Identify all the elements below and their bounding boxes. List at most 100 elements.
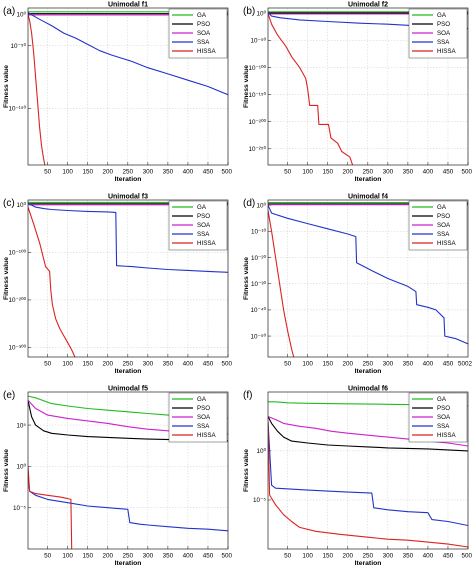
legend-entry-label: SSA — [437, 423, 450, 430]
series-line-hissa — [28, 14, 46, 165]
x-tick-label: 50 — [44, 553, 52, 560]
legend-entry-label: SSA — [197, 39, 210, 46]
x-tick-label: 200 — [343, 553, 354, 560]
y-tick-label: 10⁻²⁰ — [251, 255, 266, 262]
y-tick-label: 10⁻⁵⁰ — [251, 38, 267, 45]
y-tick-label: 10⁰ — [16, 202, 26, 209]
y-tick-label: 10⁻²⁵⁰ — [248, 146, 266, 153]
x-tick-label: 150 — [82, 169, 93, 176]
y-tick-label: 10⁻²⁰⁰ — [9, 297, 27, 304]
x-tick-label: 50 — [284, 169, 292, 176]
x-tick-label: 450 — [443, 553, 454, 560]
x-tick-label: 400 — [423, 553, 434, 560]
y-tick-label: 10⁻¹⁰⁰ — [249, 65, 267, 72]
y-tick-label: 10⁻¹⁵⁰ — [248, 92, 266, 99]
legend-entry-label: PSO — [437, 405, 450, 412]
x-tick-label: 500 — [461, 553, 472, 560]
x-tick-label: 350 — [403, 553, 414, 560]
x-tick-label: 400 — [423, 169, 434, 176]
legend-entry-label: HISSA — [437, 240, 456, 247]
legend-entry-label: HISSA — [197, 432, 216, 439]
chart-title: Unimodal f6 — [348, 386, 388, 393]
y-axis-label: Fitness value — [243, 65, 250, 108]
y-tick-label: 10⁻⁵ — [253, 497, 266, 504]
x-tick-label: 50 — [284, 361, 292, 368]
legend-entry-label: SSA — [437, 231, 450, 238]
x-axis-label: Iteration — [355, 368, 382, 375]
chart-panel-2: 50 100 150 200 250 300 350 400 450 500 10⁰ 10⁻¹⁰⁰ 10… — [3, 194, 232, 376]
panel-label: (e) — [3, 390, 15, 401]
chart-panel-5: 50 100 150 200 250 300 350 400 450 500 10⁰ 10⁻⁵ GA PS… — [243, 386, 472, 566]
x-axis-label: Iteration — [355, 560, 382, 566]
y-tick-label: 10⁰ — [256, 448, 266, 455]
x-tick-label: 500 — [461, 169, 472, 176]
x-axis-label: Iteration — [115, 368, 142, 375]
x-tick-label: 150 — [82, 553, 93, 560]
chart-panel-1: 50 100 150 200 250 300 350 400 450 500 10⁰ 10⁻⁵⁰ 10⁻… — [243, 2, 472, 184]
x-tick-label: 250 — [363, 169, 374, 176]
chart-panel-0: 50 100 150 200 250 300 350 400 450 500 10⁰ 10⁻⁵⁰ 10⁻… — [3, 2, 232, 184]
legend-entry-label: HISSA — [437, 48, 456, 55]
panel-label: (b) — [243, 6, 255, 17]
x-tick-label: 200 — [103, 169, 114, 176]
x-tick-label: 100 — [62, 553, 73, 560]
x-tick-label: 300 — [383, 361, 394, 368]
x-tick-label: 150 — [322, 361, 333, 368]
legend-entry-label: SOA — [197, 414, 211, 421]
axes-frame — [27, 7, 229, 166]
panel-label: (d) — [243, 198, 255, 209]
legend-entry-label: SOA — [437, 30, 451, 37]
y-tick-label: 10⁻¹⁰ — [251, 229, 266, 236]
x-tick-label: 150 — [322, 169, 333, 176]
x-tick-label: 500 — [221, 361, 232, 368]
legend-entry-label: HISSA — [197, 240, 216, 247]
x-tick-label: 200 — [343, 169, 354, 176]
x-tick-label: 350 — [163, 169, 174, 176]
x-tick-label: 450 — [443, 361, 454, 368]
x-tick-label: 100 — [62, 169, 73, 176]
y-tick-label: 10⁻⁵⁰ — [11, 43, 27, 50]
series-line-pso — [28, 400, 228, 442]
legend-entry-label: GA — [197, 12, 207, 19]
x-tick-label: 300 — [143, 361, 154, 368]
series-line-ssa — [28, 474, 228, 532]
y-axis-label: Fitness value — [3, 449, 10, 492]
axes-frame — [267, 199, 469, 358]
y-tick-label: 10⁻³⁰⁰ — [9, 345, 27, 352]
legend-entry-label: PSO — [197, 213, 210, 220]
x-tick-label: 450 — [203, 553, 214, 560]
chart-title: Unimodal f1 — [108, 2, 148, 9]
legend-entry-label: SSA — [197, 231, 210, 238]
legend-entry-label: GA — [437, 12, 447, 19]
x-tick-label: 400 — [423, 361, 434, 368]
x-tick-label: 100 — [62, 361, 73, 368]
legend-entry-label: SOA — [437, 414, 451, 421]
series-line-hissa — [28, 206, 76, 357]
legend: GA PSO SOA SSA HISSA — [168, 392, 228, 443]
series-line-ssa — [28, 202, 228, 273]
y-tick-label: 10⁻⁵ — [13, 505, 26, 512]
legend-entry-label: SOA — [437, 222, 451, 229]
legend: GA PSO SOA SSA HISSA — [168, 8, 228, 59]
x-tick-label: 500 — [221, 169, 232, 176]
legend-entry-label: SOA — [197, 30, 211, 37]
x-tick-label: 300 — [383, 553, 394, 560]
legend-entry-label: HISSA — [437, 432, 456, 439]
x-tick-label: 400 — [183, 553, 194, 560]
x-tick-label: 100 — [302, 169, 313, 176]
legend-entry-label: GA — [197, 396, 207, 403]
y-tick-label: 10⁻⁴⁰ — [250, 307, 266, 314]
x-axis-label: Iteration — [115, 176, 142, 183]
y-tick-label: 10⁻¹⁰⁰ — [9, 250, 27, 257]
series-line-hissa — [268, 13, 354, 165]
legend-entry-label: GA — [197, 204, 207, 211]
y-tick-label: 10⁰ — [256, 11, 266, 18]
y-tick-label: 10⁻³⁰ — [251, 281, 266, 288]
panel-label: (c) — [3, 198, 15, 209]
chart-title: Unimodal f2 — [348, 2, 388, 9]
axes-frame — [27, 199, 229, 358]
legend-entry-label: PSO — [437, 213, 450, 220]
x-tick-label: 5002 — [458, 361, 473, 368]
chart-panel-4: 50 100 150 200 250 300 350 400 450 500 10⁵ 10⁰ 10⁻⁵ G… — [3, 386, 232, 566]
